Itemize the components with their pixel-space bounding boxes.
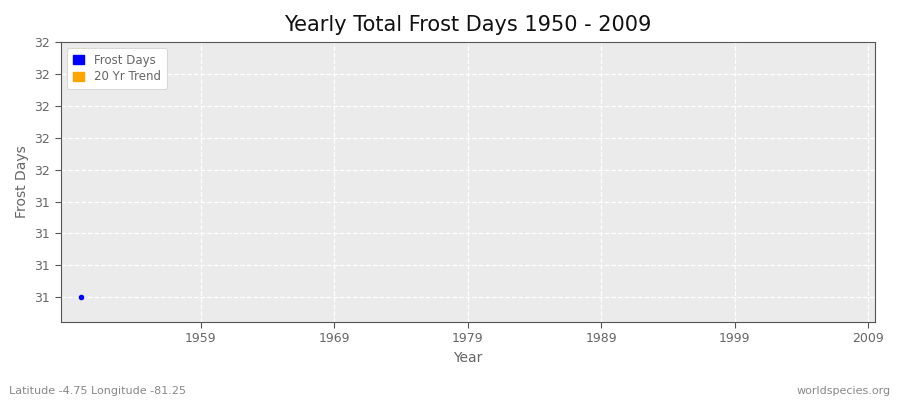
Text: worldspecies.org: worldspecies.org [796, 386, 891, 396]
Y-axis label: Frost Days: Frost Days [15, 146, 29, 218]
Text: Latitude -4.75 Longitude -81.25: Latitude -4.75 Longitude -81.25 [9, 386, 186, 396]
X-axis label: Year: Year [453, 351, 482, 365]
Title: Yearly Total Frost Days 1950 - 2009: Yearly Total Frost Days 1950 - 2009 [284, 15, 652, 35]
Legend: Frost Days, 20 Yr Trend: Frost Days, 20 Yr Trend [67, 48, 166, 89]
